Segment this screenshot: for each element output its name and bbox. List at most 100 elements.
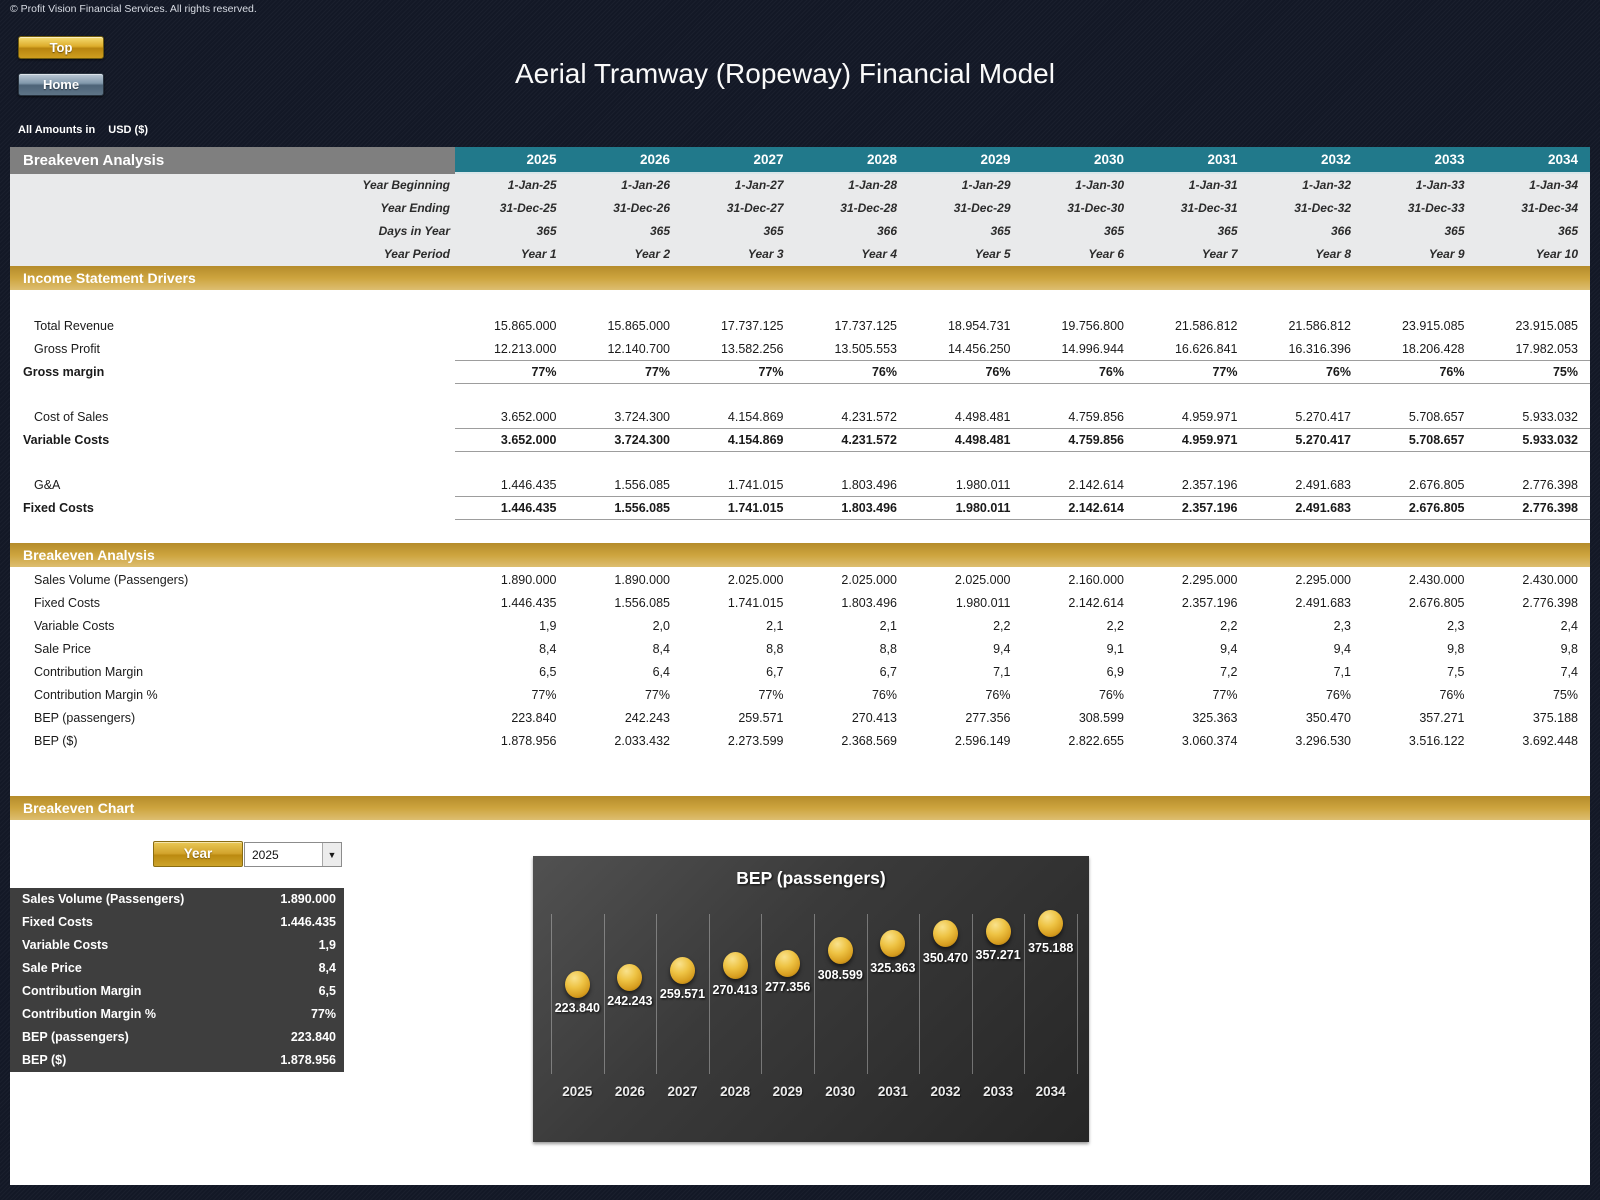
cell-value: 2,3 — [1447, 619, 1465, 633]
home-button[interactable]: Home — [18, 73, 104, 96]
chart-point-label: 242.243 — [607, 994, 653, 1009]
cell-value: 1.803.496 — [841, 501, 897, 515]
chart-point-label: 375.188 — [1028, 940, 1074, 955]
table-row: Fixed Costs 1.446.435 1.556.085 1.741.015 1.… — [10, 497, 1590, 520]
breakeven-analysis-rows: Sales Volume (Passengers) 1.890.000 1.890.… — [10, 567, 1590, 796]
cell-value: 77% — [1212, 365, 1238, 379]
cell-value: 9,1 — [1106, 642, 1124, 656]
cell-value: 2.357.196 — [1181, 596, 1238, 610]
subheader-cell: 365 — [1444, 224, 1465, 238]
table-row: Cost of Sales 3.652.000 3.724.300 4.154.869… — [10, 406, 1590, 429]
breakeven-chart-area: Year 2025 ▼ Sales Volume (Passengers) 1.8… — [10, 820, 1590, 1183]
table-row: Sales Volume (Passengers) 1.890.000 1.890.… — [10, 569, 1590, 592]
cell-value: 8,4 — [539, 642, 557, 656]
subheader-cell: 31-Dec-30 — [1067, 201, 1124, 215]
cell-value: 1.980.011 — [955, 478, 1011, 492]
chart-point-label: 308.599 — [817, 967, 863, 982]
cell-value: 77% — [758, 688, 784, 702]
cell-value: 2.776.398 — [1522, 501, 1578, 515]
cell-value: 76% — [985, 688, 1011, 702]
cell-value: 4.154.869 — [727, 433, 784, 447]
section-bar-breakeven-chart: Breakeven Chart — [10, 796, 1590, 820]
cell-value: 4.231.572 — [841, 433, 897, 447]
cell-value: 5.933.032 — [1522, 410, 1578, 424]
year-header-cell: 2034 — [1547, 152, 1578, 167]
cell-value: 2,1 — [879, 619, 897, 633]
subheader-cell: Year 7 — [1201, 247, 1238, 261]
cell-value: 18.206.428 — [1401, 342, 1465, 356]
chart-gridline — [603, 914, 605, 1074]
cell-value: 8,4 — [652, 642, 670, 656]
subheader-cell: Year 10 — [1535, 247, 1578, 261]
year-button[interactable]: Year — [153, 841, 243, 867]
chart-x-label: 2029 — [772, 1084, 803, 1099]
chart-gridline — [551, 914, 552, 1074]
cell-value: 5.933.032 — [1522, 433, 1578, 447]
table-row: Variable Costs 1,9 2,0 2,1 2,1 2,2 2,2 2,2 2,3 2,… — [10, 615, 1590, 638]
chart-point — [985, 917, 1011, 945]
subheader-cell: Year 1 — [520, 247, 557, 261]
subheader-row: Year Ending 31-Dec-25 31-Dec-26 31-Dec-27 31… — [10, 197, 1590, 220]
cell-value: 1.556.085 — [614, 501, 670, 515]
cell-value: 3.652.000 — [500, 410, 557, 424]
cell-value: 2,2 — [993, 619, 1011, 633]
cell-value: 17.737.125 — [720, 319, 784, 333]
cell-value: 2.430.000 — [1408, 573, 1465, 587]
chart-gridline — [1077, 914, 1078, 1074]
cell-value: 9,4 — [993, 642, 1011, 656]
cell-value: 375.188 — [1532, 711, 1578, 725]
cell-value: 308.599 — [1078, 711, 1124, 725]
subheader-cell: 31-Dec-25 — [499, 201, 557, 215]
row-label: BEP (passengers) — [34, 711, 136, 725]
row-values: 8,4 8,4 8,8 8,8 9,4 9,1 9,4 9,4 9,8 9,8 — [455, 638, 1590, 661]
cell-value: 7,4 — [1560, 665, 1578, 679]
cell-value: 2.676.805 — [1408, 478, 1465, 492]
subheader-cell: 1-Jan-26 — [621, 178, 670, 192]
row-values: 77% 77% 77% 76% 76% 76% 77% 76% 76% 75% — [455, 361, 1590, 384]
year-dropdown[interactable]: 2025 ▼ — [244, 842, 342, 867]
summary-row: Contribution Margin % 77% — [10, 1003, 344, 1026]
cell-value: 77% — [1212, 688, 1238, 702]
subheader-cell: 31-Dec-33 — [1407, 201, 1465, 215]
subheader-row: Days in Year 365 365 365 366 365 365 365 366 365 3… — [10, 220, 1590, 243]
year-header-cell: 2027 — [753, 152, 784, 167]
row-values: 3.652.000 3.724.300 4.154.869 4.231.572 4.49… — [455, 406, 1590, 429]
cell-value: 2.596.149 — [954, 734, 1011, 748]
cell-value: 1.446.435 — [500, 596, 557, 610]
subheader-cell: 365 — [763, 224, 784, 238]
summary-row-label: Sale Price — [22, 961, 82, 975]
cell-value: 19.756.800 — [1061, 319, 1124, 333]
cell-value: 7,2 — [1220, 665, 1238, 679]
subheader-cell: Year 6 — [1088, 247, 1124, 261]
cell-value: 2.160.000 — [1068, 573, 1124, 587]
summary-panel: Sales Volume (Passengers) 1.890.000 Fixed … — [10, 888, 344, 1072]
subheader-cell: Year 3 — [747, 247, 784, 261]
summary-row: Sales Volume (Passengers) 1.890.000 — [10, 888, 344, 911]
year-header-cell: 2025 — [526, 152, 557, 167]
table-row: Gross Profit 12.213.000 12.140.700 13.582.2… — [10, 338, 1590, 361]
chevron-down-icon[interactable]: ▼ — [322, 843, 341, 866]
cell-value: 5.270.417 — [1295, 433, 1351, 447]
cell-value: 9,8 — [1560, 642, 1578, 656]
cell-value: 2.357.196 — [1181, 501, 1238, 515]
cell-value: 77% — [531, 688, 557, 702]
subheader-cell: Year 4 — [861, 247, 897, 261]
summary-row-value: 8,4 — [318, 961, 336, 975]
top-button[interactable]: Top — [18, 36, 104, 59]
cell-value: 1,9 — [539, 619, 557, 633]
top-button-label: Top — [49, 40, 73, 55]
chart-x-label: 2026 — [614, 1084, 645, 1099]
chart-plot-area: 223.840 2025 242.243 2026 259.571 2027 270.413… — [533, 856, 1089, 1142]
cell-value: 76% — [1098, 688, 1124, 702]
chart-x-label: 2034 — [1035, 1084, 1066, 1099]
cell-value: 4.498.481 — [954, 410, 1011, 424]
summary-row-value: 1.878.956 — [280, 1053, 336, 1067]
cell-value: 277.356 — [965, 711, 1011, 725]
row-values: 223.840 242.243 259.571 270.413 277.356 308.5… — [455, 707, 1590, 730]
cell-value: 23.915.085 — [1401, 319, 1465, 333]
cell-value: 2.430.000 — [1522, 573, 1578, 587]
cell-value: 2.142.614 — [1068, 478, 1124, 492]
year-header-cell: 2029 — [980, 152, 1011, 167]
cell-value: 2,3 — [1333, 619, 1351, 633]
